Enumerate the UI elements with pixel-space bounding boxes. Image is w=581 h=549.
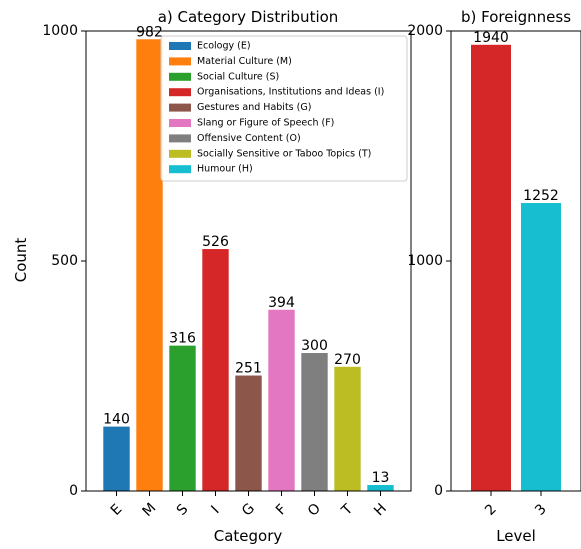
panel-a-y-axis-label: Count	[12, 238, 30, 283]
panel-a-bar-M	[136, 39, 163, 491]
panel-a-x-axis-label: Category	[214, 527, 283, 544]
panel-b-axes-frame	[450, 30, 581, 492]
panel-category-distribution: a) Category Distribution Count Category …	[12, 8, 412, 545]
panel-a-y-ticks: 0 500 1000	[42, 23, 86, 499]
legend-entry-M: Material Culture (M)	[197, 56, 292, 67]
panel-b-y-tick-label-0: 0	[434, 483, 443, 499]
panel-a-y-tick-label-500: 500	[51, 253, 78, 269]
legend-swatch-I	[169, 88, 191, 97]
panel-a-value-label-O: 300	[301, 338, 328, 354]
panel-a-value-label-F: 394	[268, 295, 295, 311]
legend-entry-I: Organisations, Institutions and Ideas (I…	[197, 87, 384, 98]
panel-a-value-label-M: 982	[136, 24, 163, 40]
panel-a-value-label-S: 316	[169, 331, 196, 347]
panel-a-value-label-T: 270	[334, 352, 361, 368]
panel-a-x-tick-label-E: E	[108, 501, 126, 519]
legend-swatch-F	[169, 119, 191, 127]
panel-a-y-tick-label-0: 0	[69, 483, 78, 499]
panel-a-y-tick-label-1000: 1000	[42, 23, 78, 39]
panel-b-y-ticks: 0 1000 2000	[407, 23, 451, 499]
panel-a-bar-I	[202, 249, 229, 491]
panel-b-bar-3	[521, 203, 561, 492]
panel-a-bar-E	[103, 426, 130, 491]
legend-entry-F: Slang or Figure of Speech (F)	[197, 118, 334, 129]
panel-a-x-tick-label-F: F	[273, 501, 290, 518]
panel-a-x-tick-label-O: O	[305, 500, 324, 519]
legend-entry-T: Socially Sensitive or Taboo Topics (T)	[197, 148, 371, 159]
panel-a-bar-O	[301, 353, 328, 491]
panel-b-title: b) Foreignness	[461, 8, 571, 26]
panel-a-value-label-E: 140	[103, 412, 130, 428]
legend-swatch-E	[169, 42, 191, 50]
panel-b-value-label-3: 1252	[523, 188, 559, 204]
panel-a-x-tick-label-G: G	[239, 501, 258, 520]
legend-swatch-H	[169, 165, 191, 174]
legend-entry-E: Ecology (E)	[197, 41, 251, 52]
panel-b-bars	[471, 44, 561, 492]
panel-a-bar-T	[334, 366, 361, 491]
panel-a-x-tick-label-H: H	[371, 501, 390, 520]
legend-swatch-M	[169, 57, 191, 66]
panel-a-x-tick-label-M: M	[140, 500, 160, 520]
legend-swatch-S	[169, 72, 191, 81]
legend-entry-H: Humour (H)	[197, 164, 253, 175]
panel-b-value-labels: 1940 1252	[473, 30, 559, 204]
legend-entry-G: Gestures and Habits (G)	[197, 102, 311, 113]
panel-a-bar-S	[169, 345, 196, 491]
legend-swatch-O	[169, 134, 191, 143]
panel-a-title: a) Category Distribution	[158, 8, 339, 26]
panel-b-y-tick-label-1000: 1000	[407, 253, 443, 269]
panel-a-bars	[103, 39, 394, 491]
panel-b-value-label-2: 1940	[473, 30, 509, 46]
panel-b-x-tick-label-2: 2	[482, 501, 500, 519]
panel-a-x-tick-label-S: S	[174, 501, 192, 519]
panel-a-bar-F	[268, 309, 295, 491]
panel-a-value-label-I: 526	[202, 234, 229, 250]
panel-a-bar-H	[367, 485, 394, 491]
panel-b-x-tick-label-3: 3	[532, 501, 550, 519]
panel-a-value-label-H: 13	[372, 470, 390, 486]
legend-entry-O: Offensive Content (O)	[197, 133, 301, 144]
panel-a-value-labels: 140 982 316 526 251 394 300 270 13	[103, 24, 389, 486]
panel-b-x-axis-label: Level	[496, 527, 536, 544]
panel-a-x-tick-label-I: I	[208, 503, 222, 517]
panel-a-legend: Ecology (E) Material Culture (M) Social Cu…	[160, 35, 408, 182]
legend-box	[160, 35, 408, 182]
legend-swatch-G	[169, 103, 191, 112]
legend-entry-S: Social Culture (S)	[197, 71, 279, 82]
panel-a-value-label-G: 251	[235, 361, 262, 377]
panel-a-bar-G	[235, 375, 262, 491]
panel-a-axes-frame	[85, 30, 412, 492]
panel-a-x-tick-label-T: T	[338, 501, 356, 519]
panel-b-bar-2	[471, 44, 511, 492]
legend-swatch-T	[169, 149, 191, 158]
panel-b-y-tick-label-2000: 2000	[407, 23, 443, 39]
